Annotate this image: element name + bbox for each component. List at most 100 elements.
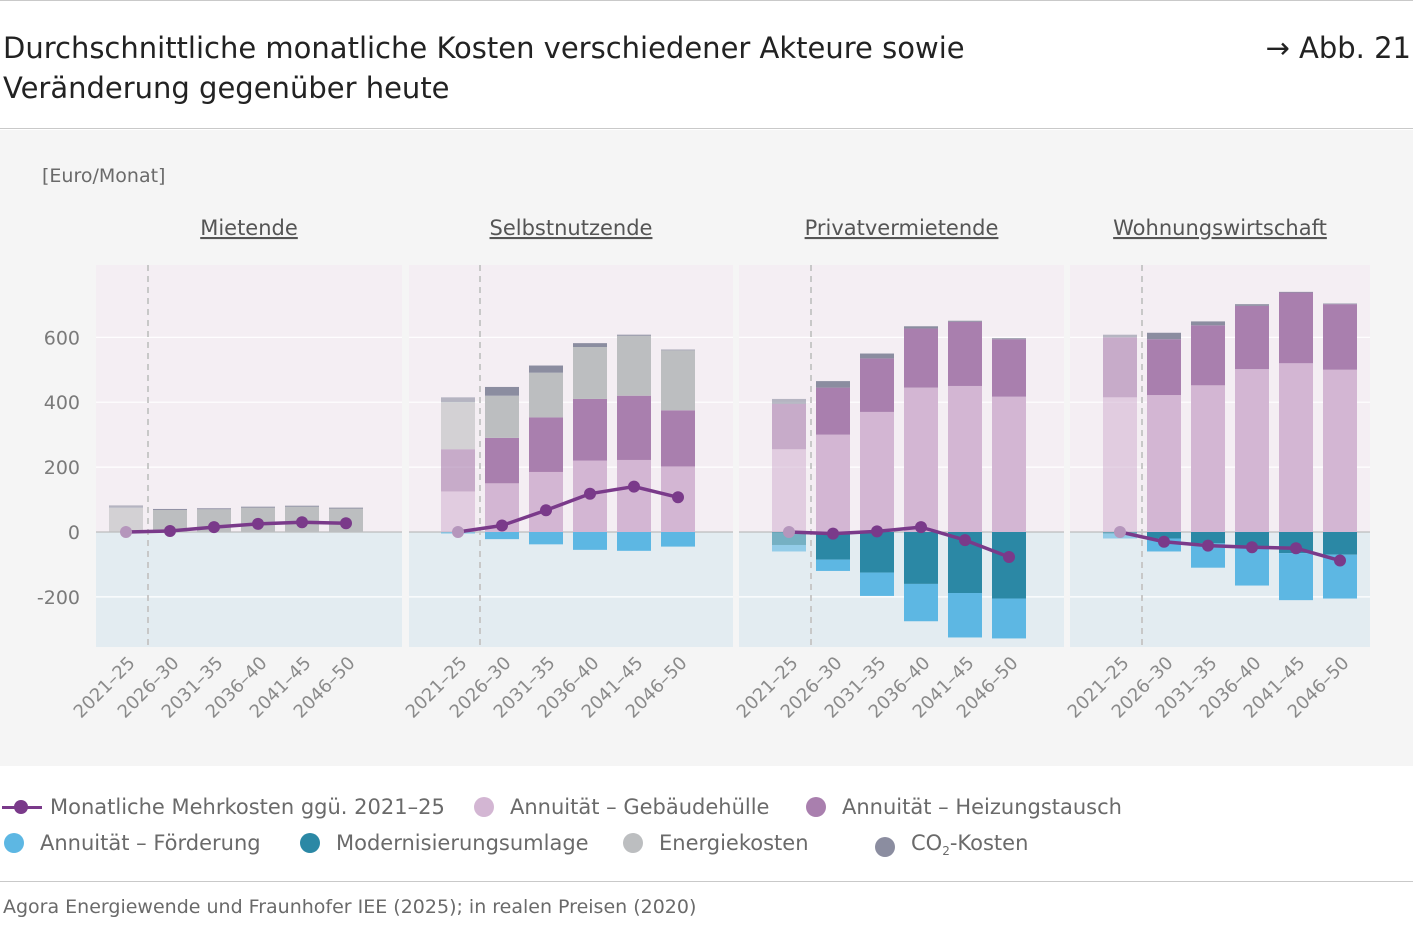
bar-gebaeudehuelle [860, 411, 894, 532]
bar-heizungstausch [485, 437, 519, 484]
bar-heizungstausch [441, 449, 475, 492]
mehrkosten-point [584, 487, 596, 500]
foerderung-swatch-icon [4, 833, 24, 853]
bar-foerderung [992, 598, 1026, 639]
y-tick-label: 200 [44, 457, 80, 479]
bar-modernisierungsumlage [904, 532, 938, 584]
bar-modernisierungsumlage [860, 532, 894, 573]
bar-foerderung [1279, 553, 1313, 601]
mehrkosten-point [672, 491, 684, 504]
mehrkosten-point [208, 521, 220, 534]
heizungstausch-swatch-icon [806, 797, 826, 817]
figure-reference: → Abb. 21 [1265, 31, 1411, 65]
mehrkosten-point [628, 480, 640, 493]
bar-heizungstausch [992, 339, 1026, 397]
bar-heizungstausch [1235, 305, 1269, 370]
bar-gebaeudehuelle [772, 449, 806, 532]
bar-co2 [904, 326, 938, 329]
bar-co2 [109, 505, 143, 508]
legend-label-co2: CO2-Kosten [911, 831, 1029, 859]
mehrkosten-point [540, 504, 552, 517]
bar-co2 [153, 508, 187, 510]
legend: Monatliche Mehrkosten ggü. 2021–25 Annui… [0, 792, 1413, 862]
legend-item-energiekosten: Energiekosten [623, 830, 809, 856]
legend-label-gebaeudehuelle: Annuität – Gebäudehülle [510, 795, 770, 819]
title-rule [0, 128, 1413, 129]
mehrkosten-point [827, 527, 839, 540]
bar-co2 [1103, 334, 1137, 338]
bar-foerderung [904, 583, 938, 622]
mehrkosten-point [783, 526, 795, 538]
panel-title: Selbstnutzende [490, 216, 653, 240]
bar-co2 [772, 398, 806, 404]
panel-wohnungswirtschaft: Wohnungswirtschaft2021–252026–302031–352… [1064, 216, 1370, 722]
bar-energiekosten [485, 395, 519, 438]
bar-gebaeudehuelle [948, 385, 982, 532]
mehrkosten-point [959, 534, 971, 547]
bar-heizungstausch [617, 395, 651, 460]
mehrkosten-point [871, 525, 883, 538]
bar-co2 [617, 334, 651, 336]
bar-co2 [329, 507, 363, 509]
mehrkosten-line [457, 484, 679, 534]
mehrkosten-point [296, 516, 308, 529]
bar-energiekosten [617, 335, 651, 396]
panel-privatvermietende: Privatvermietende2021–252026–302031–3520… [733, 216, 1064, 722]
panel-selbstnutzende: Selbstnutzende2021–252026–302031–352036–… [402, 216, 733, 722]
bar-modernisierungsumlage [772, 532, 806, 545]
bar-foerderung [485, 532, 519, 540]
bar-heizungstausch [1191, 325, 1225, 386]
mehrkosten-line [1119, 530, 1341, 563]
bar-co2 [661, 349, 695, 351]
mehrkosten-line [788, 525, 1010, 559]
y-tick-label: 0 [68, 522, 80, 544]
bar-foerderung [860, 572, 894, 596]
source-note: Agora Energiewende und Fraunhofer IEE (2… [3, 896, 697, 918]
bar-heizungstausch [1103, 337, 1137, 398]
y-tick-label: 600 [44, 327, 80, 349]
bar-co2 [241, 506, 275, 508]
panel-title: Wohnungswirtschaft [1113, 216, 1327, 240]
mehrkosten-point [252, 517, 264, 530]
mehrkosten-point [1158, 535, 1170, 548]
bar-heizungstausch [1279, 292, 1313, 364]
legend-label-heizungstausch: Annuität – Heizungstausch [842, 795, 1122, 819]
mehrkosten-point [1202, 539, 1214, 552]
mehrkosten-point [1003, 550, 1015, 563]
legend-item-mehrkosten: Monatliche Mehrkosten ggü. 2021–25 [2, 794, 445, 820]
bar-gebaeudehuelle [1147, 395, 1181, 532]
bar-foerderung [1235, 548, 1269, 586]
panel-title: Mietende [200, 216, 298, 240]
modernisierungsumlage-swatch-icon [300, 833, 320, 853]
bar-energiekosten [573, 347, 607, 399]
bar-co2 [573, 343, 607, 348]
bar-gebaeudehuelle [617, 459, 651, 532]
bar-energiekosten [441, 402, 475, 450]
bar-modernisierungsumlage [1191, 532, 1225, 544]
bar-gebaeudehuelle [1191, 385, 1225, 532]
mehrkosten-point [164, 525, 176, 538]
panel-mietende: Mietende2021–252026–302031–352036–402041… [70, 216, 402, 722]
bar-co2 [1279, 291, 1313, 293]
mehrkosten-point [340, 517, 352, 530]
bar-gebaeudehuelle [441, 491, 475, 532]
gebaeudehuelle-swatch-icon [474, 797, 494, 817]
legend-label-mehrkosten: Monatliche Mehrkosten ggü. 2021–25 [50, 795, 445, 819]
negative-zone [96, 532, 402, 647]
bar-heizungstausch [573, 398, 607, 461]
mehrkosten-point [1334, 554, 1346, 567]
bar-foerderung [617, 532, 651, 551]
positive-zone [96, 265, 402, 532]
bar-heizungstausch [816, 387, 850, 435]
y-axis-label: [Euro/Monat] [42, 165, 165, 187]
panel-title: Privatvermietende [805, 216, 999, 240]
legend-label-modernisierungsumlage: Modernisierungsumlage [336, 831, 589, 855]
bar-co2 [948, 320, 982, 322]
bar-gebaeudehuelle [1235, 369, 1269, 532]
mehrkosten-line [125, 520, 347, 534]
bar-gebaeudehuelle [1323, 369, 1357, 532]
bar-co2 [860, 353, 894, 359]
legend-item-heizungstausch: Annuität – Heizungstausch [806, 794, 1122, 820]
bar-co2 [485, 386, 519, 396]
